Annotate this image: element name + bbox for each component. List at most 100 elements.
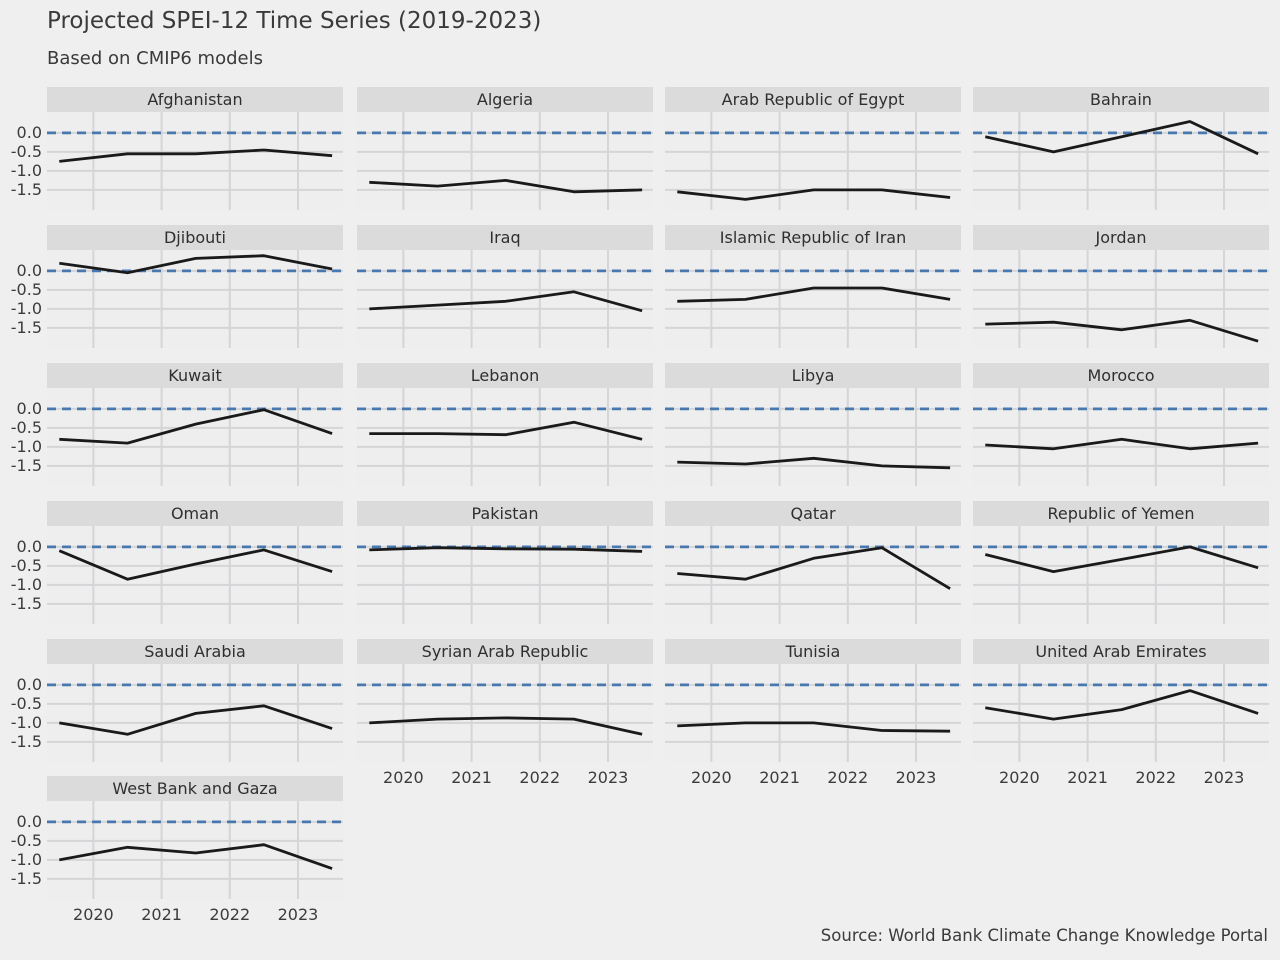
panel-background (665, 526, 961, 624)
spei-series-line (59, 843, 333, 870)
y-tick-label: 0.0 (16, 811, 42, 831)
spei-series-line (58, 548, 333, 581)
facet-title: Bahrain (973, 87, 1269, 112)
y-tick-label: -1.5 (10, 593, 42, 613)
x-tick-label: 2022 (209, 905, 251, 924)
panel-background (973, 526, 1269, 624)
y-tick-label: 0.0 (16, 536, 42, 556)
facet-title: Kuwait (47, 363, 343, 388)
panel-background (47, 388, 343, 486)
spei-series-line (677, 546, 951, 590)
spei-series-line (985, 437, 1259, 451)
facet-plot (973, 664, 1269, 762)
facet-algeria: Algeria (357, 87, 653, 210)
panel-background (47, 250, 343, 348)
y-tick-label: -1.5 (10, 455, 42, 475)
y-tick-label: -1.5 (10, 179, 42, 199)
y-tick-label: 0.0 (16, 260, 42, 280)
facet-plot (665, 112, 961, 210)
facet-kuwait: Kuwait (47, 363, 343, 486)
panel-background (665, 664, 961, 762)
facet-iraq: Iraq (357, 225, 653, 348)
spei-series-line (59, 254, 333, 275)
spei-series-line (369, 290, 643, 313)
panel-background (357, 388, 653, 486)
y-tick-label: -1.0 (10, 712, 42, 732)
facet-plot (47, 388, 343, 486)
panel-background (973, 388, 1269, 486)
facet-title: Qatar (665, 501, 961, 526)
facet-republic-of-yemen: Republic of Yemen (973, 501, 1269, 624)
spei-series-line (59, 704, 333, 736)
facet-plot (665, 664, 961, 762)
y-tick-label: -0.5 (10, 555, 42, 575)
facet-plot (357, 112, 653, 210)
x-tick-label: 2020 (383, 768, 424, 787)
facet-title: Jordan (973, 225, 1269, 250)
chart-title: Projected SPEI-12 Time Series (2019-2023… (47, 8, 542, 34)
facet-title: Saudi Arabia (47, 639, 343, 664)
facet-plot (47, 664, 343, 762)
y-tick-label: -1.5 (10, 317, 42, 337)
facet-title: Iraq (357, 225, 653, 250)
facet-plot (973, 112, 1269, 210)
panel-background (47, 526, 343, 624)
facet-plot (973, 388, 1269, 486)
spei-series-line (677, 721, 951, 733)
y-tick-label: 0.0 (16, 398, 42, 418)
y-tick-label: -1.5 (10, 868, 42, 888)
facet-plot (973, 250, 1269, 348)
facet-oman: Oman (47, 501, 343, 624)
facet-morocco: Morocco (973, 363, 1269, 486)
facet-plot (665, 526, 961, 624)
panel-background (357, 526, 653, 624)
x-tick-label: 2023 (587, 768, 629, 787)
panel-background (47, 801, 343, 899)
y-tick-label: -0.5 (10, 830, 42, 850)
panel-background (357, 664, 653, 762)
spei-series-line (677, 286, 951, 303)
facet-title: Syrian Arab Republic (357, 639, 653, 664)
x-tick-label: 2021 (759, 768, 800, 787)
facet-qatar: Qatar (665, 501, 961, 624)
y-tick-label: -0.5 (10, 279, 42, 299)
y-tick-label: -1.0 (10, 160, 42, 180)
facet-djibouti: Djibouti (47, 225, 343, 348)
facet-title: Islamic Republic of Iran (665, 225, 961, 250)
facet-pakistan: Pakistan (357, 501, 653, 624)
spei-series-line (59, 148, 333, 163)
facet-united-arab-emirates: United Arab Emirates (973, 639, 1269, 762)
facet-title: Afghanistan (47, 87, 343, 112)
x-tick-label: 2023 (895, 768, 937, 787)
y-tick-label: 0.0 (16, 674, 42, 694)
facet-bahrain: Bahrain (973, 87, 1269, 210)
panel-background (973, 112, 1269, 210)
facet-libya: Libya (665, 363, 961, 486)
x-tick-label: 2021 (1067, 768, 1108, 787)
facet-title: Algeria (357, 87, 653, 112)
facet-jordan: Jordan (973, 225, 1269, 348)
facet-syrian-arab-republic: Syrian Arab Republic (357, 639, 653, 762)
x-tick-label: 2021 (141, 905, 182, 924)
facet-title: Arab Republic of Egypt (665, 87, 961, 112)
facet-tunisia: Tunisia (665, 639, 961, 762)
facet-plot (47, 250, 343, 348)
facet-afghanistan: Afghanistan (47, 87, 343, 210)
x-tick-label: 2021 (451, 768, 492, 787)
x-tick-label: 2020 (999, 768, 1040, 787)
source-caption: Source: World Bank Climate Change Knowle… (820, 926, 1268, 945)
facet-title: Morocco (973, 363, 1269, 388)
spei-series-line (369, 546, 643, 553)
panel-background (357, 112, 653, 210)
facet-plot (357, 250, 653, 348)
x-tick-label: 2020 (691, 768, 732, 787)
facet-title: Pakistan (357, 501, 653, 526)
facet-plot (357, 388, 653, 486)
facet-arab-republic-of-egypt: Arab Republic of Egypt (665, 87, 961, 210)
panel-background (47, 112, 343, 210)
y-tick-label: -1.0 (10, 298, 42, 318)
facet-plot (47, 801, 343, 899)
facet-west-bank-and-gaza: West Bank and Gaza (47, 776, 343, 899)
spei-series-line (677, 188, 951, 201)
